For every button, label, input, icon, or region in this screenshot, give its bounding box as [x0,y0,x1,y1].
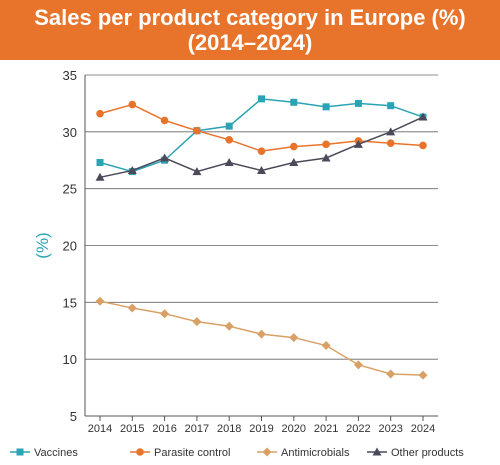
data-point-parasite-control [419,141,427,150]
data-point-vaccines [225,122,233,130]
legend-label-antimicrobials: Antimicrobials [281,447,350,459]
legend-marker-parasite-control [136,448,144,456]
legend-marker-other-products [372,447,382,456]
data-point-parasite-control [257,147,266,155]
series-line-vaccines [99,98,424,173]
data-point-parasite-control [322,140,330,149]
data-point-parasite-control [160,116,169,125]
series-line-parasite-control [99,103,424,152]
data-point-other-products [386,127,396,136]
x-tick-label: 2014 [88,423,112,435]
data-point-antimicrobials [160,309,170,319]
data-point-vaccines [258,95,265,103]
legend-marker-antimicrobials [262,447,272,457]
y-tick-label: 10 [63,352,77,367]
data-point-antimicrobials [127,303,137,313]
x-tick-label: 2024 [411,423,435,435]
legend-label-vaccines: Vaccines [34,447,78,459]
data-point-vaccines [354,99,362,107]
data-point-other-products [160,153,170,162]
data-point-vaccines [290,98,298,106]
legend-marker-vaccines [16,448,24,456]
data-point-parasite-control [128,100,137,109]
chart-title-line-1: Sales per product category in Europe (%) [34,5,466,30]
chart-header: Sales per product category in Europe (%)… [0,0,500,60]
data-point-antimicrobials [289,333,299,343]
data-point-antimicrobials [353,360,363,370]
legend-label-parasite-control: Parasite control [154,447,230,459]
x-tick-label: 2023 [378,423,402,435]
data-point-vaccines [322,103,330,111]
y-tick-label: 5 [70,409,77,424]
x-tick-label: 2017 [185,423,209,435]
x-tick-label: 2015 [120,423,144,435]
data-point-other-products [418,112,428,121]
data-point-vaccines [387,102,395,110]
y-tick-label: 35 [63,68,77,83]
data-point-other-products [127,165,137,174]
data-point-antimicrobials [192,317,202,327]
data-point-other-products [95,172,105,181]
data-point-antimicrobials [257,329,266,339]
y-tick-label: 25 [63,182,77,197]
data-point-parasite-control [225,135,233,144]
y-tick-label: 15 [63,295,77,310]
x-tick-label: 2016 [152,423,176,435]
data-point-antimicrobials [321,341,331,351]
y-axis-label: (%) [33,232,52,258]
data-point-antimicrobials [95,296,105,306]
x-tick-label: 2022 [346,423,370,435]
data-point-other-products [257,165,266,174]
data-point-parasite-control [290,142,298,151]
data-point-parasite-control [96,109,104,118]
x-tick-label: 2021 [314,423,338,435]
data-point-vaccines [96,159,104,167]
x-tick-label: 2018 [217,423,241,435]
data-point-other-products [224,158,234,167]
x-tick-label: 2020 [282,423,306,435]
data-point-other-products [192,167,202,176]
y-tick-label: 30 [63,125,77,140]
legend-label-other-products: Other products [391,447,464,459]
data-point-antimicrobials [418,370,428,380]
data-point-other-products [289,158,299,167]
data-point-antimicrobials [224,321,234,331]
data-point-parasite-control [386,139,395,147]
y-tick-label: 20 [63,239,77,254]
data-point-other-products [321,153,331,162]
data-point-other-products [353,139,363,148]
data-point-antimicrobials [386,369,396,379]
data-point-parasite-control [193,126,201,135]
chart-title-line-2: (2014–2024) [187,30,313,55]
x-tick-label: 2019 [249,423,273,435]
